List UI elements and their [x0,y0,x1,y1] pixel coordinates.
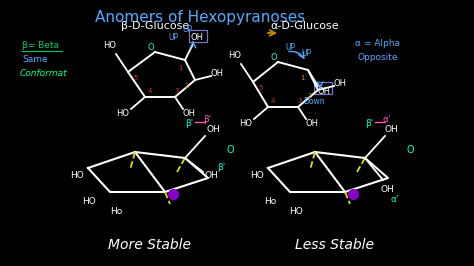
Bar [314,82,332,94]
Text: 1: 1 [178,65,182,71]
Text: OH: OH [306,119,319,128]
Text: Less Stable: Less Stable [295,238,374,252]
Text: More Stable: More Stable [109,238,191,252]
Text: OH: OH [318,88,330,97]
Text: Anomers of Hexopyranoses: Anomers of Hexopyranoses [95,10,305,25]
Text: UP: UP [182,26,192,35]
Text: Ho: Ho [110,207,122,217]
Text: 3: 3 [175,88,179,94]
Text: OH: OH [380,185,394,194]
Text: O: O [226,145,234,155]
Text: 4: 4 [271,98,275,104]
Text: OH: OH [182,110,195,118]
Text: α': α' [383,115,391,124]
Text: α-D-Glucose: α-D-Glucose [271,21,339,31]
Text: HO: HO [82,197,96,206]
Text: OH: OH [206,126,220,135]
Text: Same: Same [22,55,47,64]
Text: OH: OH [204,172,218,181]
Text: HO: HO [228,52,241,60]
Text: α': α' [391,196,399,205]
Bar [189,30,207,42]
Text: OH: OH [210,69,224,78]
Text: HO: HO [103,41,117,51]
Text: 2: 2 [185,83,189,89]
Text: β': β' [217,164,225,172]
Text: α = Alpha: α = Alpha [355,39,400,48]
Text: HO: HO [239,119,253,128]
Text: 3: 3 [298,98,302,104]
Text: 4: 4 [148,88,152,94]
Text: UP: UP [285,44,295,52]
Text: 5: 5 [134,75,138,81]
Text: 5: 5 [259,85,263,91]
Text: Down: Down [303,98,325,106]
Text: 2: 2 [308,93,312,99]
Text: 1: 1 [300,75,304,81]
Text: OH: OH [334,80,346,89]
Text: Conformat: Conformat [20,69,68,77]
Text: β-D-Glucose: β-D-Glucose [121,21,189,31]
Text: HO: HO [117,110,129,118]
Text: β': β' [203,115,211,124]
Text: β': β' [365,119,373,128]
Text: Opposite: Opposite [358,52,399,61]
Text: O: O [148,44,155,52]
Text: UP: UP [168,34,178,43]
Text: HO: HO [250,172,264,181]
Text: UP: UP [301,49,311,59]
Text: Ho: Ho [264,197,276,206]
Text: O: O [271,53,277,63]
Text: OH: OH [384,126,398,135]
Text: HO: HO [289,207,303,217]
Text: HO: HO [70,172,84,181]
Text: β= Beta: β= Beta [22,41,59,51]
Text: OH: OH [191,34,203,43]
Text: O: O [406,145,414,155]
Text: β': β' [185,119,193,128]
